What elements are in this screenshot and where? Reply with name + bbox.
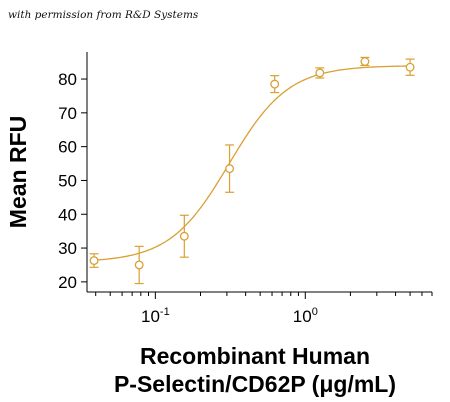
point-marker <box>225 164 235 174</box>
data-point <box>315 67 325 79</box>
point-marker <box>315 68 325 78</box>
y-tick-label: 40 <box>58 205 77 224</box>
x-ticks: 10-1 100 <box>95 292 433 326</box>
point-marker <box>134 260 144 270</box>
y-tick-label: 60 <box>58 138 77 157</box>
axes <box>86 52 432 293</box>
point-marker <box>270 79 280 89</box>
point-marker <box>405 62 415 72</box>
y-tick-label: 20 <box>58 273 77 292</box>
data-point <box>134 245 144 285</box>
data-point <box>360 56 370 67</box>
y-tick-label: 30 <box>58 239 77 258</box>
point-marker <box>89 256 99 266</box>
x-axis-title-line-1: Recombinant Human <box>140 343 370 369</box>
data-point <box>405 58 415 76</box>
data-point <box>179 214 189 258</box>
point-marker <box>179 231 189 241</box>
y-tick-label: 80 <box>58 70 77 89</box>
x-tick-label: 10-1 <box>141 306 170 326</box>
y-tick-label: 70 <box>58 104 77 123</box>
data-point <box>270 75 280 94</box>
fit-curve <box>94 65 411 261</box>
data-point <box>225 144 235 193</box>
point-marker <box>360 57 370 66</box>
y-axis-title: Mean RFU <box>5 116 31 228</box>
data-point <box>89 253 99 268</box>
x-axis-title-line-2: P-Selectin/CD62P (μg/mL) <box>114 371 396 397</box>
y-tick-label: 50 <box>58 171 77 190</box>
attribution-note: with permission from R&D Systems <box>8 9 199 21</box>
y-ticks: 20 30 40 50 60 70 80 <box>58 70 87 292</box>
x-tick-label: 100 <box>293 306 318 326</box>
data-points <box>89 56 415 285</box>
